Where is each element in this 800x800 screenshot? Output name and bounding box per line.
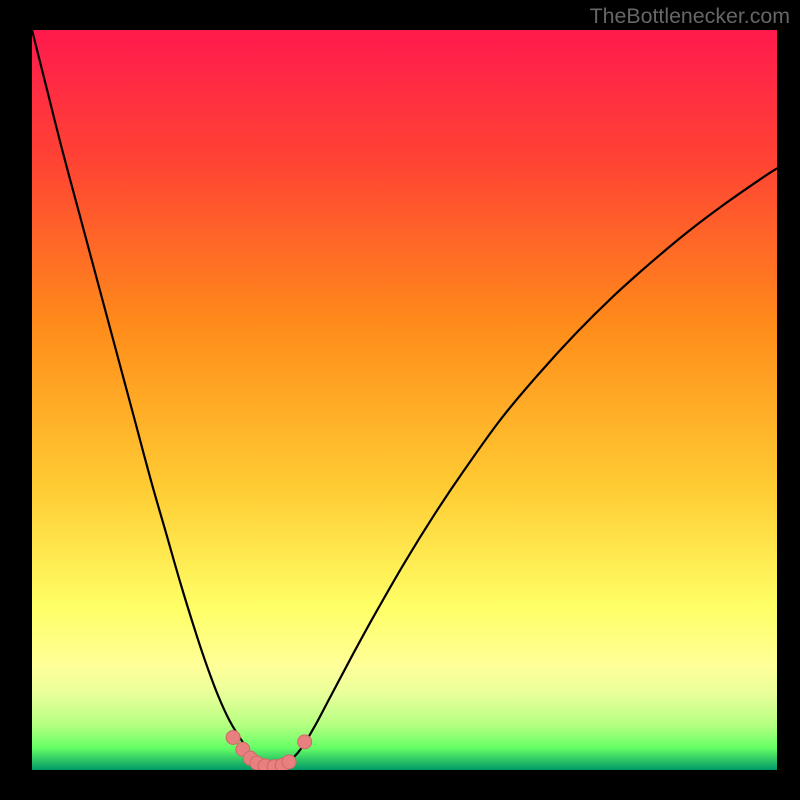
valley-marker [298,735,312,749]
valley-marker [226,730,240,744]
plot-svg [32,30,777,770]
plot-background [32,30,777,770]
valley-marker [282,755,296,769]
plot-area [32,30,777,770]
watermark-text: TheBottlenecker.com [590,4,790,29]
